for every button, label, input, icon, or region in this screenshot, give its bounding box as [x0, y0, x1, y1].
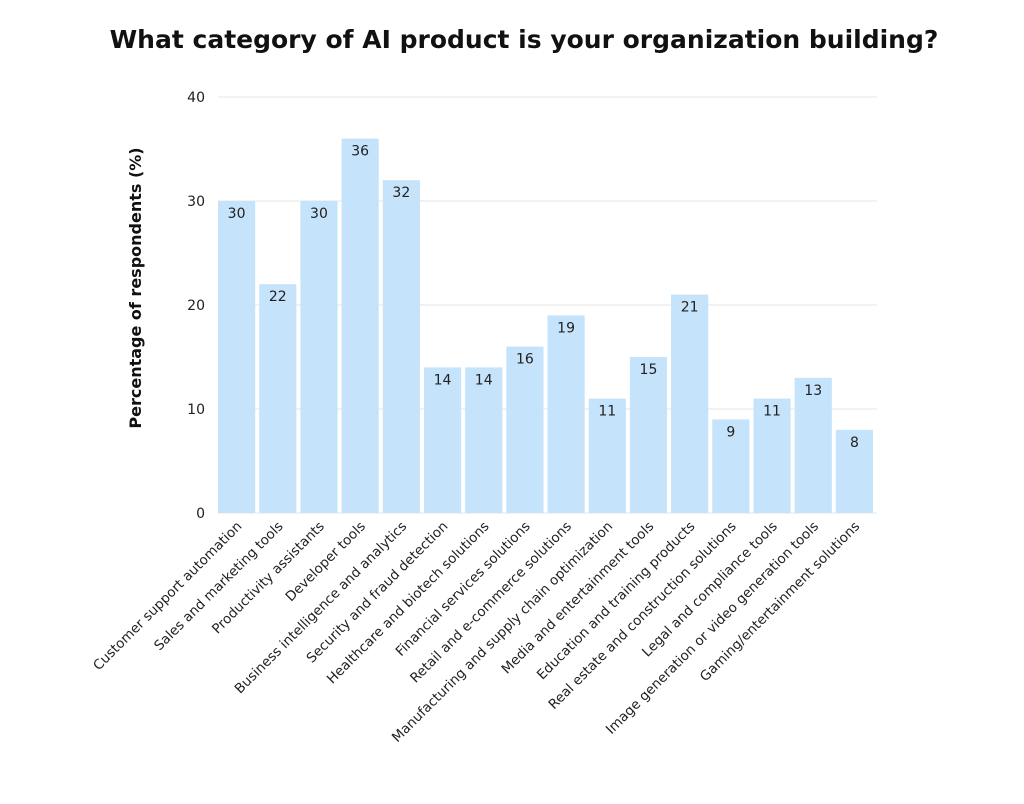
y-axis-title: Percentage of respondents (%)	[126, 147, 145, 428]
data-label: 21	[681, 300, 699, 316]
data-label: 16	[516, 352, 534, 368]
data-label: 36	[351, 144, 369, 160]
data-label: 11	[598, 404, 616, 420]
bar	[465, 367, 503, 513]
data-label: 9	[726, 424, 735, 440]
bars	[218, 138, 873, 513]
chart-title: What category of AI product is your orga…	[110, 25, 939, 54]
data-label: 14	[475, 372, 493, 388]
bar	[506, 346, 544, 513]
data-label: 30	[228, 206, 246, 222]
data-label: 30	[310, 206, 328, 222]
bar	[712, 419, 750, 513]
y-axis-ticks: 0 10 20 30 40	[187, 90, 205, 522]
bar	[629, 357, 668, 513]
bar	[794, 377, 832, 513]
data-label: 22	[269, 289, 287, 305]
data-label: 15	[640, 362, 658, 378]
bar	[588, 398, 626, 513]
bar	[218, 201, 256, 513]
bar	[671, 294, 709, 513]
bar	[753, 398, 791, 513]
data-label: 8	[850, 435, 859, 451]
y-tick-label: 40	[187, 90, 205, 106]
data-label: 14	[434, 372, 452, 388]
y-tick-label: 0	[196, 506, 205, 522]
x-tick-label: Media and entertainment tools	[498, 519, 657, 678]
data-label: 11	[763, 404, 781, 420]
bar	[382, 180, 420, 513]
bar	[300, 201, 338, 513]
bar	[835, 429, 873, 513]
x-tick-label: Customer support automation	[90, 519, 245, 674]
data-label: 13	[804, 383, 822, 399]
bar	[547, 315, 585, 513]
y-tick-label: 30	[187, 194, 205, 210]
data-labels: 30 22 30 36 32 14 14 16 19 11 15 21 9 11 13 8	[228, 144, 859, 451]
y-tick-label: 20	[187, 298, 205, 314]
bar	[259, 284, 297, 513]
y-tick-label: 10	[187, 402, 205, 418]
bar	[341, 138, 379, 513]
data-label: 32	[392, 185, 410, 201]
data-label: 19	[557, 320, 575, 336]
bar	[423, 367, 462, 513]
